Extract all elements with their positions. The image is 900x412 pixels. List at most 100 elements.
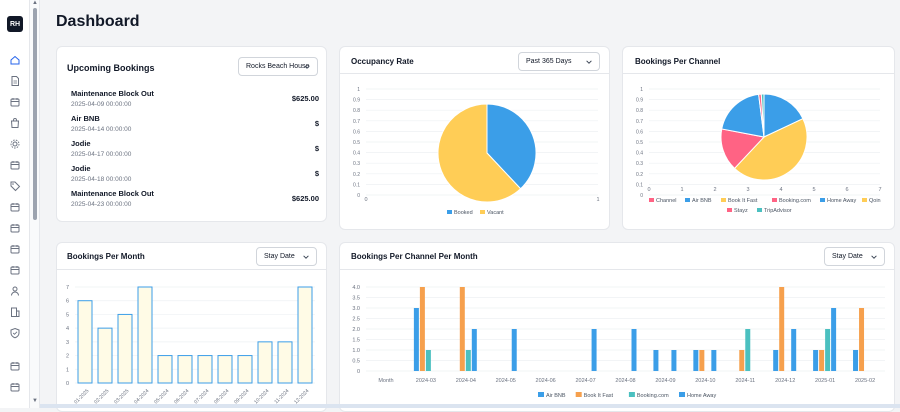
legend-swatch[interactable]: [820, 198, 825, 202]
sidebar-item-16[interactable]: [9, 381, 21, 393]
bar-booking-com-2025-01[interactable]: [825, 329, 831, 371]
pie-slice-vacant[interactable]: [437, 103, 522, 203]
bar-home-away-2024-10[interactable]: [711, 350, 717, 371]
sidebar-scrollbar[interactable]: ▲ ▼: [30, 0, 40, 408]
sidebar-item-1[interactable]: [9, 54, 21, 66]
y-tick-label: 0.1: [353, 182, 360, 188]
booking-row[interactable]: Jodie 2025-04-18 00:00:00 $: [71, 164, 319, 188]
bar-air-bnb-2024-09[interactable]: [653, 350, 659, 371]
bar-06-2024[interactable]: [177, 355, 193, 384]
scroll-down-arrow-icon[interactable]: ▼: [32, 398, 38, 404]
bar-air-bnb-2025-01[interactable]: [813, 350, 819, 371]
bar-air-bnb-2024-10[interactable]: [693, 350, 699, 371]
bar-home-away-2024-12[interactable]: [791, 329, 797, 371]
period-select[interactable]: Past 365 Days: [518, 52, 600, 71]
building-icon: [11, 307, 20, 317]
bar-02-2025[interactable]: [97, 327, 113, 384]
bar-booking-com-2024-03[interactable]: [425, 350, 431, 371]
x-tick-label: 03-2025: [113, 388, 130, 405]
bar-booking-com-2024-11[interactable]: [745, 329, 751, 371]
bar-book-it-fast-2024-11[interactable]: [739, 350, 745, 371]
bar-air-bnb-2024-03[interactable]: [413, 308, 419, 371]
pie-slice-air-bnb[interactable]: [763, 93, 804, 138]
sidebar-item-9[interactable]: [9, 222, 21, 234]
bar-05-2024[interactable]: [157, 355, 173, 384]
booking-row[interactable]: Air BNB 2025-04-14 00:00:00 $: [71, 114, 319, 138]
legend-swatch[interactable]: [538, 392, 544, 397]
bar-booking-com-2024-04[interactable]: [465, 350, 471, 371]
pie-slice-home-away[interactable]: [721, 93, 765, 138]
scroll-up-arrow-icon[interactable]: ▲: [32, 0, 38, 6]
legend-swatch[interactable]: [685, 198, 690, 202]
y-tick-label: 1.5: [352, 338, 360, 344]
booking-name: Maintenance Block Out: [71, 89, 154, 98]
bar-home-away-2024-08[interactable]: [631, 329, 637, 371]
bar-air-bnb-2024-12[interactable]: [773, 350, 779, 371]
legend-swatch[interactable]: [447, 210, 452, 214]
bar-home-away-2025-01[interactable]: [831, 308, 837, 371]
app-logo[interactable]: RH: [7, 16, 23, 32]
booking-row[interactable]: Maintenance Block Out 2025-04-09 00:00:00…: [71, 89, 319, 113]
bar-home-away-2024-05[interactable]: [511, 329, 517, 371]
bar-book-it-fast-2025-02[interactable]: [859, 308, 865, 371]
sidebar-item-13[interactable]: [9, 306, 21, 318]
bar-air-bnb-2025-02[interactable]: [853, 350, 859, 371]
booking-row[interactable]: Jodie 2025-04-17 00:00:00 $: [71, 139, 319, 163]
sidebar-item-8[interactable]: [9, 201, 21, 213]
sidebar-item-2[interactable]: [9, 75, 21, 87]
bar-home-away-2024-04[interactable]: [471, 329, 477, 371]
bar-07-2024[interactable]: [197, 355, 213, 384]
legend-swatch[interactable]: [772, 198, 777, 202]
scroll-thumb[interactable]: [33, 8, 37, 220]
sidebar-item-4[interactable]: [9, 117, 21, 129]
bar-04-2024[interactable]: [137, 286, 153, 384]
sidebar-item-7[interactable]: [9, 180, 21, 192]
legend-swatch[interactable]: [628, 392, 635, 397]
bar-12-2024[interactable]: [297, 286, 313, 384]
bar-11-2024[interactable]: [277, 341, 293, 384]
legend-swatch[interactable]: [757, 208, 762, 212]
legend-label: Booking.com: [637, 393, 669, 399]
bar-01-2025[interactable]: [77, 300, 93, 384]
bar-08-2024[interactable]: [217, 355, 233, 384]
legend-label: Vacant: [487, 210, 504, 216]
bar-03-2025[interactable]: [117, 313, 133, 384]
sidebar-item-6[interactable]: [9, 159, 21, 171]
sidebar-item-10[interactable]: [9, 243, 21, 255]
y-tick-label: 3: [66, 340, 69, 346]
bar-book-it-fast-2024-04[interactable]: [459, 287, 465, 371]
channel-pie-chart: 1 0.9 0.8 0.7 0.6 0.5 0.4 0.3 0.2 0.1 00 1 2 3 4 5 6 7 Cha…: [636, 87, 881, 214]
bar-book-it-fast-2024-03[interactable]: [419, 287, 425, 371]
sidebar-item-3[interactable]: [9, 96, 21, 108]
bar-book-it-fast-2024-12[interactable]: [779, 287, 785, 371]
sidebar-item-15[interactable]: [9, 360, 21, 372]
legend-swatch[interactable]: [862, 198, 867, 202]
legend-swatch[interactable]: [679, 392, 685, 397]
bar-home-away-2024-09[interactable]: [671, 350, 677, 371]
bar-10-2024[interactable]: [257, 341, 273, 384]
legend-swatch[interactable]: [727, 208, 732, 212]
per-month-date-select[interactable]: Stay Date: [256, 247, 317, 266]
y-tick-label: 0.7: [636, 119, 643, 125]
sidebar-item-5[interactable]: [9, 138, 21, 150]
y-tick-label: 4.0: [352, 285, 360, 291]
bar-09-2024[interactable]: [237, 355, 253, 384]
pie-slice-booked[interactable]: [486, 103, 537, 190]
property-select[interactable]: Rocks Beach House: [238, 57, 318, 76]
sidebar-item-11[interactable]: [9, 264, 21, 276]
legend-swatch[interactable]: [721, 198, 726, 202]
channel-month-date-select[interactable]: Stay Date: [824, 247, 885, 266]
bar-book-it-fast-2025-01[interactable]: [819, 350, 825, 371]
legend-swatch[interactable]: [649, 198, 654, 202]
pie-slice-book-it-fast[interactable]: [733, 118, 808, 181]
booking-row[interactable]: Maintenance Block Out 2025-04-23 00:00:00…: [71, 189, 319, 213]
legend-swatch[interactable]: [480, 210, 485, 214]
bar-home-away-2024-07[interactable]: [591, 329, 597, 371]
pie-slice-tripadvisor[interactable]: [760, 93, 765, 138]
legend-swatch[interactable]: [575, 392, 582, 397]
sidebar-item-14[interactable]: [9, 327, 21, 339]
bar-book-it-fast-2024-10[interactable]: [699, 350, 705, 371]
sidebar-item-12[interactable]: [9, 285, 21, 297]
x-tick-label: 04-2024: [133, 388, 150, 405]
x-tick-label: 2024-06: [536, 378, 556, 384]
